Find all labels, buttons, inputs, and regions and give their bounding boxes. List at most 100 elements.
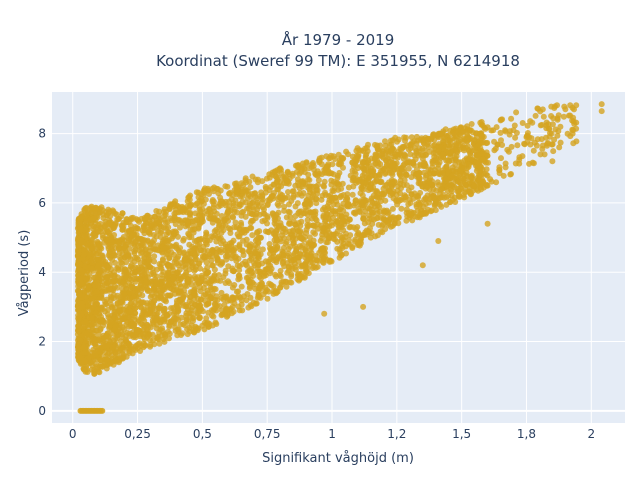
data-point <box>106 323 113 330</box>
data-point <box>400 165 407 172</box>
data-point <box>115 216 122 222</box>
data-point <box>96 369 103 376</box>
data-point <box>371 172 378 179</box>
data-point <box>513 109 520 116</box>
data-point <box>203 259 210 266</box>
data-point <box>516 160 523 167</box>
data-point <box>598 108 605 115</box>
data-point <box>552 126 559 133</box>
data-point <box>475 176 482 183</box>
data-point <box>238 283 245 290</box>
data-point <box>330 201 337 208</box>
data-point <box>419 262 426 269</box>
data-point <box>229 303 236 310</box>
data-point <box>460 165 467 172</box>
data-point <box>307 209 314 216</box>
data-point <box>537 151 544 158</box>
data-point <box>107 219 114 226</box>
data-point <box>297 190 303 197</box>
data-point <box>166 254 173 261</box>
data-point <box>147 343 154 350</box>
data-point <box>336 181 343 188</box>
data-point <box>523 134 530 141</box>
data-point <box>286 201 292 208</box>
data-point <box>131 276 138 283</box>
data-point <box>131 305 138 312</box>
data-point <box>285 189 291 195</box>
data-point <box>477 145 484 152</box>
data-point <box>127 322 134 329</box>
data-point <box>174 287 180 294</box>
data-point <box>197 265 204 272</box>
data-point <box>161 331 168 337</box>
data-point <box>340 227 347 234</box>
data-point <box>377 161 384 168</box>
data-point <box>349 153 356 160</box>
data-point <box>275 186 282 193</box>
data-point <box>99 316 106 323</box>
data-point <box>340 164 346 171</box>
data-point <box>441 145 448 151</box>
data-point <box>107 339 114 345</box>
data-point <box>144 288 151 294</box>
data-point <box>233 187 240 194</box>
data-point <box>275 202 282 209</box>
data-point <box>234 262 241 269</box>
data-point <box>271 245 278 252</box>
data-point <box>78 280 85 287</box>
data-point <box>90 352 97 359</box>
data-point <box>131 231 138 238</box>
data-point <box>280 244 287 251</box>
data-point <box>254 179 261 186</box>
data-point <box>90 223 97 230</box>
data-point <box>323 153 330 160</box>
data-point <box>133 254 140 261</box>
data-point <box>308 196 315 203</box>
data-point <box>544 140 551 147</box>
data-point <box>294 176 301 183</box>
data-point <box>353 177 360 184</box>
data-point <box>334 174 341 181</box>
data-point <box>195 224 202 231</box>
data-point <box>98 295 105 302</box>
data-point <box>430 170 437 177</box>
data-point <box>83 366 90 373</box>
data-point <box>319 235 326 242</box>
data-point <box>456 141 463 148</box>
data-point <box>423 209 430 216</box>
data-point <box>416 202 423 209</box>
data-point <box>428 207 435 214</box>
data-point <box>373 178 380 185</box>
data-point <box>238 212 245 219</box>
data-point <box>440 167 446 174</box>
data-point <box>215 272 222 278</box>
data-point <box>175 262 182 269</box>
data-point <box>396 196 402 203</box>
data-point <box>401 161 408 168</box>
data-point <box>345 240 352 247</box>
data-point <box>430 132 437 139</box>
data-point <box>247 241 254 248</box>
data-point <box>554 132 561 139</box>
data-point <box>169 286 176 293</box>
data-point <box>284 177 291 184</box>
data-point <box>288 273 295 280</box>
data-point <box>115 359 122 366</box>
data-point <box>125 341 132 348</box>
data-point <box>502 164 509 171</box>
data-point <box>217 187 224 194</box>
data-point <box>119 299 126 306</box>
data-point <box>100 322 107 329</box>
data-point <box>173 202 180 209</box>
data-point <box>196 315 203 321</box>
data-point <box>269 210 276 217</box>
data-point <box>104 311 111 318</box>
data-point <box>100 257 107 263</box>
data-point <box>188 281 195 288</box>
data-point <box>392 179 398 186</box>
data-point <box>100 215 107 222</box>
data-point <box>77 337 84 344</box>
data-point <box>104 279 110 286</box>
data-point <box>277 220 284 227</box>
data-point <box>94 250 101 257</box>
